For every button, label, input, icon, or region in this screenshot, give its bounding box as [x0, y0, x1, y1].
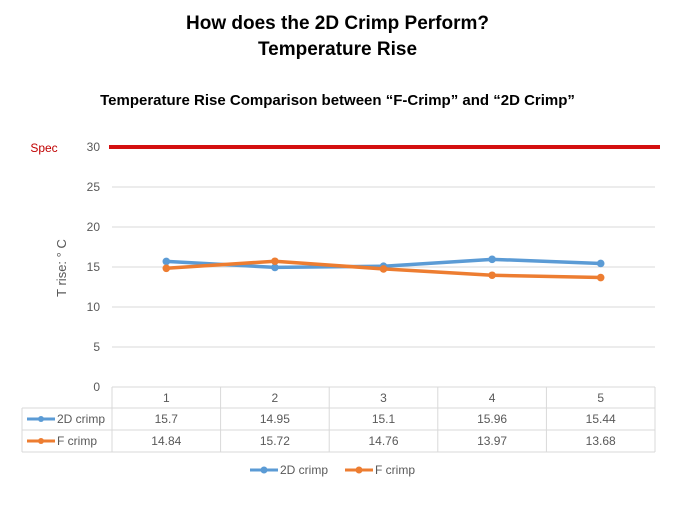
table-value-cell: 14.76: [368, 434, 398, 448]
legend: 2D crimp F crimp: [250, 463, 415, 477]
data-point: [488, 255, 496, 264]
series-lines: [162, 255, 605, 282]
y-axis-label: T rise: ° C: [54, 239, 69, 297]
table-value-cell: 15.44: [586, 412, 616, 426]
data-point: [596, 259, 605, 268]
data-point: [488, 271, 496, 280]
legend-key-marker: [355, 466, 363, 474]
table-value-cell: 15.7: [155, 412, 179, 426]
chart-subtitle: Temperature Rise Comparison between “F-C…: [100, 92, 575, 109]
legend-key-marker: [260, 466, 268, 474]
table-value-cell: 15.1: [372, 412, 396, 426]
category-label: 2: [272, 391, 279, 405]
slide-title-line1: How does the 2D Crimp Perform?: [186, 13, 489, 34]
y-tick-label: 30: [87, 140, 101, 154]
slide-title-line2: Temperature Rise: [257, 39, 418, 60]
spec-label: Spec: [30, 141, 57, 155]
data-point: [271, 257, 279, 266]
legend-label: F crimp: [375, 463, 415, 477]
category-label: 4: [489, 391, 496, 405]
data-point: [379, 265, 388, 273]
category-label: 3: [380, 391, 387, 405]
y-tick-label: 15: [87, 260, 101, 274]
data-point: [162, 264, 171, 273]
table-value-cell: 14.84: [151, 434, 181, 448]
y-tick-label: 0: [93, 380, 100, 394]
table-value-cell: 13.97: [477, 434, 507, 448]
table-series-label: F crimp: [57, 434, 97, 448]
legend-label: 2D crimp: [280, 463, 328, 477]
data-point: [162, 257, 171, 266]
y-tick-label: 5: [93, 340, 100, 354]
table-value-cell: 13.68: [586, 434, 616, 448]
y-tick-label: 20: [87, 220, 101, 234]
data-point: [596, 273, 605, 282]
y-tick-labels: 0 5 10 15 20 25 30: [87, 140, 101, 394]
table-legend-marker: [38, 438, 44, 444]
table-legend-marker: [38, 416, 44, 422]
y-tick-label: 10: [87, 300, 101, 314]
table-value-cell: 15.72: [260, 434, 290, 448]
y-tick-label: 25: [87, 180, 101, 194]
table-value-cell: 14.95: [260, 412, 290, 426]
category-label: 5: [597, 391, 604, 405]
data-table: 1 2 3 4 5 2D crimp 15.7 14.95 15.1 15.96 15.44 F cr…: [21, 386, 656, 453]
table-value-cell: 15.96: [477, 412, 507, 426]
table-series-label: 2D crimp: [57, 412, 105, 426]
data-point: [271, 263, 279, 272]
category-label: 1: [163, 391, 170, 405]
gridlines: [112, 186, 655, 348]
